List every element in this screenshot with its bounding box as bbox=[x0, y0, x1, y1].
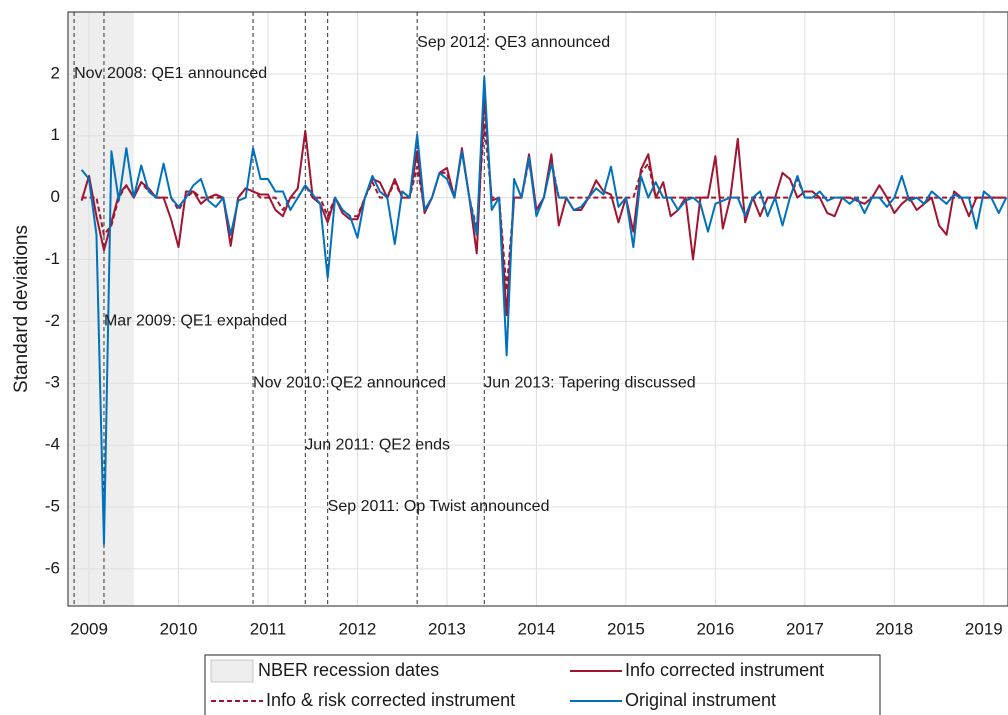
y-tick-label: 2 bbox=[51, 63, 60, 82]
legend-label: Info & risk corrected instrument bbox=[266, 690, 515, 710]
event-label: Nov 2008: QE1 announced bbox=[74, 65, 267, 82]
legend: NBER recession dates Info corrected instr… bbox=[204, 654, 881, 715]
y-tick-label: -4 bbox=[45, 435, 60, 454]
legend-label: Info corrected instrument bbox=[625, 660, 824, 680]
legend-box bbox=[204, 654, 881, 715]
y-tick-label: -1 bbox=[45, 249, 60, 268]
x-tick-label: 2009 bbox=[70, 619, 108, 638]
y-tick-label: -2 bbox=[45, 311, 60, 330]
recession-band bbox=[68, 12, 134, 606]
y-tick-label: 0 bbox=[51, 187, 60, 206]
legend-label: NBER recession dates bbox=[258, 660, 439, 680]
series-line bbox=[80, 75, 1008, 546]
y-tick-label: -3 bbox=[45, 373, 60, 392]
event-label: Jun 2011: QE2 ends bbox=[305, 436, 450, 453]
x-tick-label: 2010 bbox=[160, 619, 198, 638]
x-tick-label: 2018 bbox=[875, 619, 913, 638]
y-tick-label: -6 bbox=[45, 558, 60, 577]
x-tick-label: 2019 bbox=[965, 619, 1003, 638]
event-label: Sep 2012: QE3 announced bbox=[417, 34, 610, 51]
x-tick-label: 2015 bbox=[607, 619, 645, 638]
x-tick-label: 2017 bbox=[786, 619, 824, 638]
event-label: Sep 2011: Op Twist announced bbox=[328, 498, 550, 515]
x-tick-label: 2011 bbox=[250, 619, 287, 638]
plot-frame bbox=[67, 11, 1008, 607]
x-tick-label: 2012 bbox=[339, 619, 377, 638]
event-label: Mar 2009: QE1 expanded bbox=[104, 313, 287, 330]
event-label: Nov 2010: QE2 announced bbox=[253, 374, 446, 391]
legend-swatch bbox=[210, 659, 254, 683]
x-tick-label: 2014 bbox=[518, 619, 556, 638]
y-tick-label: 1 bbox=[51, 125, 60, 144]
y-tick-label: -5 bbox=[45, 496, 60, 515]
y-axis-label: Standard deviations bbox=[11, 225, 32, 393]
event-label: Jun 2013: Tapering discussed bbox=[484, 374, 695, 391]
x-tick-label: 2013 bbox=[428, 619, 466, 638]
legend-label: Original instrument bbox=[625, 690, 776, 710]
x-tick-label: 2016 bbox=[696, 619, 734, 638]
plot-area bbox=[68, 12, 1008, 606]
